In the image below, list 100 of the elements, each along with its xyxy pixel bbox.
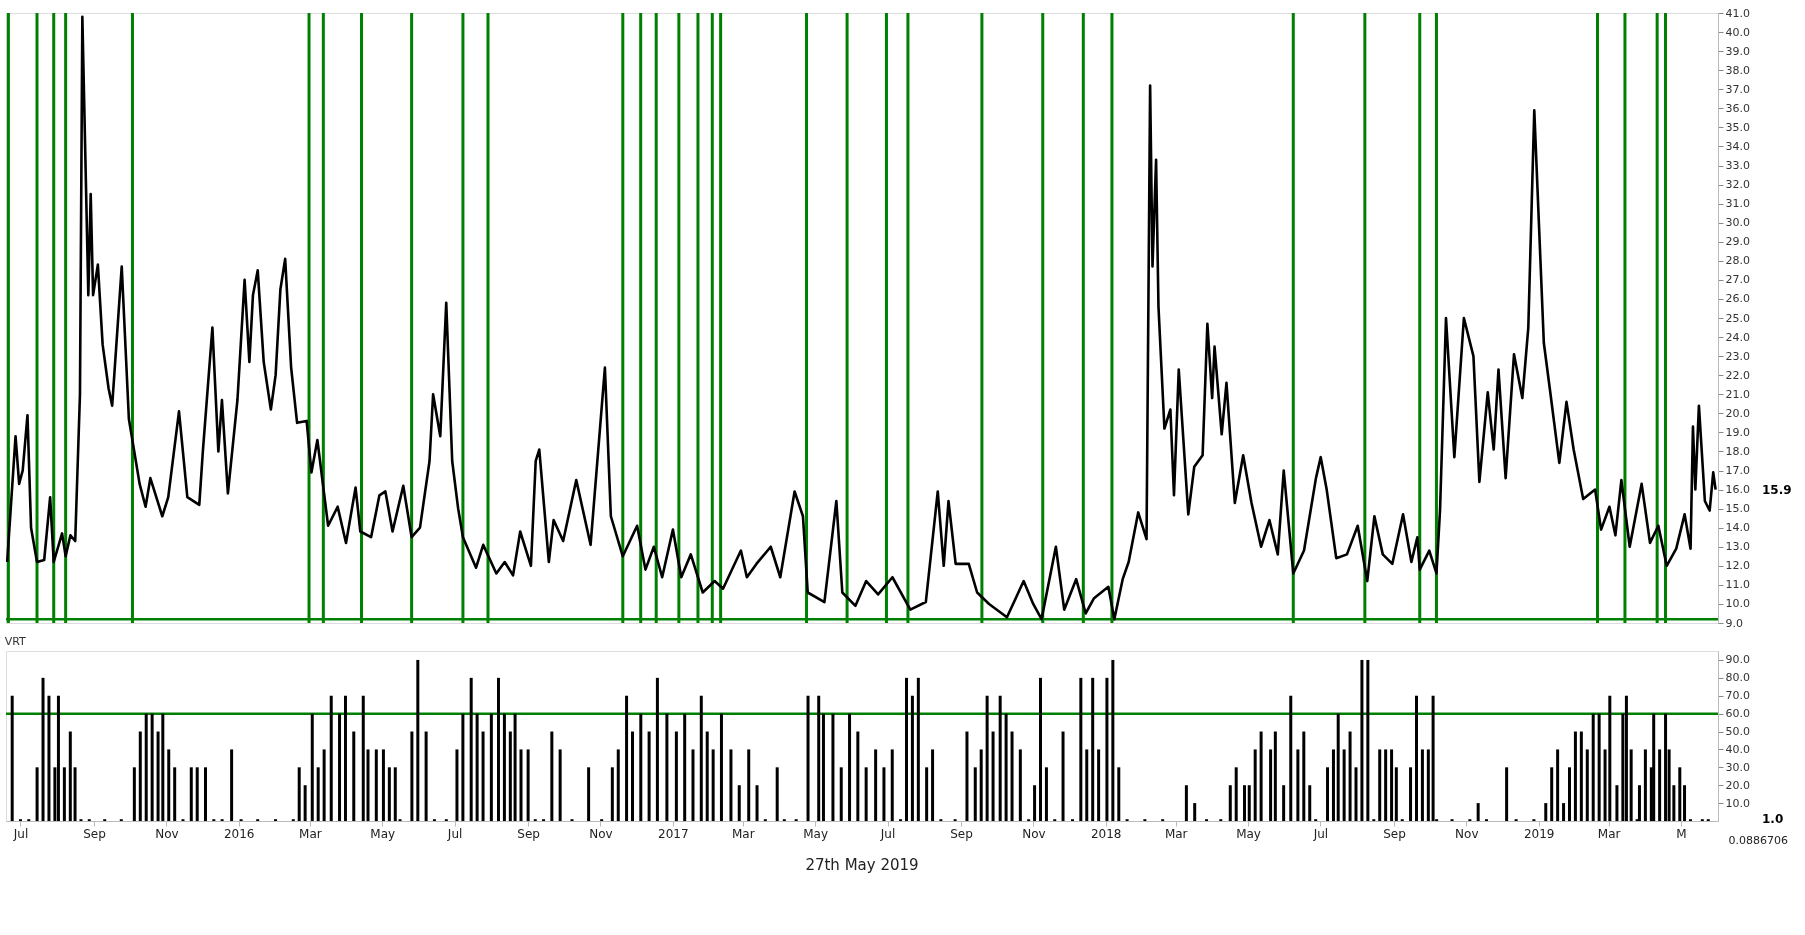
bar: [343, 695, 347, 821]
x-tick-label: Mar: [1597, 826, 1621, 841]
bar: [1079, 677, 1083, 821]
bar: [469, 677, 473, 821]
y-tick-label: 38.0: [1725, 63, 1750, 77]
bar: [910, 695, 914, 821]
bar: [775, 767, 779, 821]
bar: [610, 767, 614, 821]
bar: [173, 767, 177, 821]
bar: [1615, 785, 1619, 821]
y-tick-label: 9.0: [1725, 616, 1743, 630]
bar: [1010, 731, 1014, 821]
bar: [1184, 785, 1188, 821]
bar: [1597, 713, 1601, 821]
x-tick-label: Sep: [1383, 826, 1406, 841]
bar: [410, 731, 414, 821]
bar: [1585, 749, 1589, 821]
bar: [587, 767, 591, 821]
y-tick-label: 27.0: [1725, 273, 1750, 287]
bar: [1289, 695, 1293, 821]
bar: [481, 731, 485, 821]
x-tick-label: May: [803, 826, 829, 841]
x-tick-label: Nov: [1022, 826, 1046, 841]
y-tick-label: 10.0: [1725, 796, 1750, 810]
bar: [1624, 695, 1628, 821]
bar: [1683, 785, 1687, 821]
bar: [705, 731, 709, 821]
bar: [1544, 803, 1548, 821]
bar: [496, 677, 500, 821]
x-tick-label: Jul: [12, 826, 29, 841]
y-tick-label: 26.0: [1725, 292, 1750, 306]
bar: [230, 749, 234, 821]
bar: [699, 695, 703, 821]
y-tick-label: 24.0: [1725, 330, 1750, 344]
y-tick-label: 31.0: [1725, 197, 1750, 211]
text: 15.9: [1762, 482, 1792, 497]
bar: [1390, 749, 1394, 821]
bar: [1431, 695, 1435, 821]
bar: [62, 767, 66, 821]
y-tick-label: 28.0: [1725, 254, 1750, 268]
y-tick-label: 35.0: [1725, 120, 1750, 134]
bar: [1091, 677, 1095, 821]
bar: [1394, 767, 1398, 821]
y-tick-label: 29.0: [1725, 235, 1750, 249]
bar: [374, 749, 378, 821]
bar: [1573, 731, 1577, 821]
bar: [1018, 749, 1022, 821]
bar: [1243, 785, 1247, 821]
y-tick-label: 32.0: [1725, 178, 1750, 192]
bar: [297, 767, 301, 821]
bar: [890, 749, 894, 821]
bar: [1085, 749, 1089, 821]
x-tick-label: Jul: [446, 826, 463, 841]
bar: [1476, 803, 1480, 821]
y-tick-label: 14.0: [1725, 521, 1750, 535]
bar: [1097, 749, 1101, 821]
bar: [1326, 767, 1330, 821]
bar: [393, 767, 397, 821]
bar: [1652, 713, 1656, 821]
bar: [416, 659, 420, 821]
x-tick-label: Mar: [299, 826, 322, 841]
x-tick-label: 2018: [1090, 826, 1122, 841]
y-tick-label: 60.0: [1725, 707, 1750, 721]
bar: [839, 767, 843, 821]
bar: [985, 695, 989, 821]
bar: [925, 767, 929, 821]
bar: [1282, 785, 1286, 821]
bar: [665, 713, 669, 821]
bar: [821, 713, 825, 821]
bar: [1567, 767, 1571, 821]
bar: [1273, 731, 1277, 821]
bar: [1678, 767, 1682, 821]
bar: [691, 749, 695, 821]
bar: [625, 695, 629, 821]
bar: [674, 731, 678, 821]
bar: [1039, 677, 1042, 821]
y-tick-label: 36.0: [1725, 101, 1750, 115]
text: 0.0886706: [1728, 834, 1788, 847]
bar: [461, 713, 465, 821]
bar: [1360, 659, 1364, 821]
bar: [1336, 713, 1340, 821]
bar: [904, 677, 908, 821]
bar: [47, 695, 51, 821]
bar: [647, 731, 651, 821]
line-series: [6, 15, 1717, 621]
y-tick-label: 11.0: [1725, 578, 1750, 592]
bar: [526, 749, 530, 821]
y-tick-label: 19.0: [1725, 425, 1750, 439]
y-tick-label: 15.0: [1725, 502, 1750, 516]
bar: [519, 749, 523, 821]
bar: [1637, 785, 1641, 821]
bar: [189, 767, 193, 821]
x-tick-label: Sep: [83, 826, 106, 841]
bar: [1247, 785, 1251, 821]
bar: [737, 785, 741, 821]
bar: [144, 713, 148, 821]
y-tick-label: 17.0: [1725, 464, 1750, 477]
y-tick-label: 90.0: [1725, 653, 1750, 667]
bar: [1591, 713, 1595, 821]
chart-title: VRT: [4, 635, 27, 648]
